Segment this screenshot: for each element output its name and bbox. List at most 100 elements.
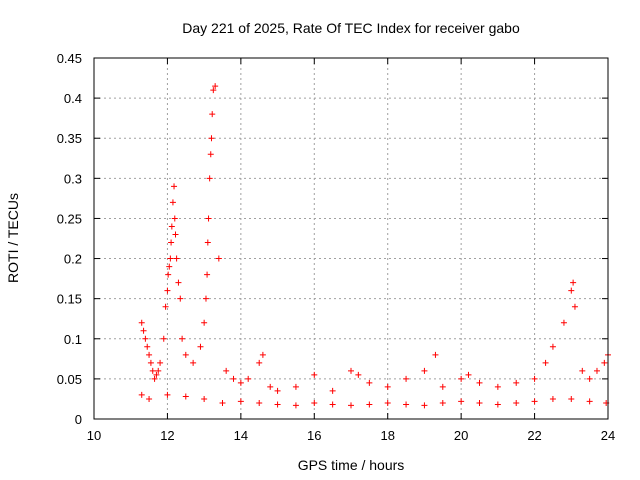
data-point: [439, 399, 446, 406]
data-point: [476, 399, 483, 406]
data-point: [292, 402, 299, 409]
data-point: [207, 151, 214, 158]
data-point: [329, 387, 336, 394]
y-tick-label: 0.35: [57, 131, 82, 146]
data-point: [182, 351, 189, 358]
data-point: [494, 401, 501, 408]
data-point: [164, 287, 171, 294]
data-point: [219, 399, 226, 406]
data-point: [149, 367, 156, 374]
data-point: [146, 351, 153, 358]
data-point: [165, 271, 172, 278]
data-point: [153, 371, 160, 378]
data-point: [542, 359, 549, 366]
data-point: [204, 239, 211, 246]
data-point: [311, 399, 318, 406]
y-tick-label: 0.2: [64, 252, 82, 267]
data-point: [210, 87, 217, 94]
data-point: [155, 367, 162, 374]
data-point: [476, 379, 483, 386]
plot-frame: [93, 57, 609, 420]
x-tick-label: 18: [380, 428, 394, 443]
roti-scatter-points: [138, 83, 611, 409]
data-point: [586, 375, 593, 382]
data-point: [237, 379, 244, 386]
data-point: [175, 279, 182, 286]
data-point: [531, 398, 538, 405]
data-point: [164, 391, 171, 398]
data-point: [169, 199, 176, 206]
data-point: [421, 402, 428, 409]
data-point: [168, 239, 175, 246]
data-point: [182, 393, 189, 400]
data-point: [601, 359, 608, 366]
data-point: [571, 303, 578, 310]
data-point: [202, 295, 209, 302]
data-point: [570, 279, 577, 286]
data-point: [586, 398, 593, 405]
data-point: [366, 379, 373, 386]
data-point: [560, 319, 567, 326]
y-tick-label: 0.05: [57, 372, 82, 387]
x-tick-label: 24: [601, 428, 615, 443]
data-point: [197, 343, 204, 350]
data-point: [593, 367, 600, 374]
data-point: [146, 395, 153, 402]
x-axis-label: GPS time / hours: [298, 457, 405, 473]
data-point: [329, 401, 336, 408]
data-point: [212, 83, 219, 90]
data-point: [292, 383, 299, 390]
data-point: [171, 215, 178, 222]
data-point: [274, 387, 281, 394]
data-point: [568, 395, 575, 402]
data-point: [177, 295, 184, 302]
data-point: [237, 398, 244, 405]
data-point: [531, 375, 538, 382]
data-point: [568, 287, 575, 294]
data-point: [160, 335, 167, 342]
data-point: [179, 335, 186, 342]
y-tick-label: 0.4: [64, 91, 82, 106]
chart-title: Day 221 of 2025, Rate Of TEC Index for r…: [182, 20, 520, 36]
data-point: [579, 367, 586, 374]
data-point: [366, 401, 373, 408]
data-point: [206, 175, 213, 182]
data-point: [403, 401, 410, 408]
x-tick-label: 16: [307, 428, 321, 443]
data-point: [458, 398, 465, 405]
x-tick-label: 10: [87, 428, 101, 443]
data-point: [138, 391, 145, 398]
data-point: [348, 367, 354, 374]
data-point: [204, 271, 211, 278]
data-point: [421, 367, 428, 374]
data-point: [439, 383, 446, 390]
data-point: [166, 263, 173, 270]
data-point: [172, 231, 179, 238]
y-tick-label: 0.3: [64, 171, 82, 186]
data-point: [432, 351, 439, 358]
data-point: [144, 343, 151, 350]
data-point: [256, 359, 263, 366]
data-point: [513, 379, 520, 386]
x-tick-label: 14: [234, 428, 248, 443]
data-point: [138, 319, 145, 326]
data-point: [355, 371, 362, 378]
data-point: [151, 375, 158, 382]
axis-ticks: 10 12 14 16 18 20 22 24 0 0.05 0.1 0.15 0.2 0.25 0.3 0.…: [57, 51, 616, 443]
data-point: [259, 351, 266, 358]
y-tick-label: 0.45: [57, 51, 82, 66]
y-tick-label: 0.25: [57, 211, 82, 226]
data-point: [245, 375, 252, 382]
data-point: [209, 111, 216, 118]
data-point: [167, 255, 174, 262]
data-point: [384, 399, 391, 406]
data-point: [256, 399, 263, 406]
data-point: [513, 399, 520, 406]
data-point: [205, 215, 212, 222]
data-point: [215, 255, 222, 262]
data-point: [173, 255, 180, 262]
data-point: [274, 401, 281, 408]
data-point: [171, 183, 178, 190]
x-tick-label: 12: [160, 428, 174, 443]
